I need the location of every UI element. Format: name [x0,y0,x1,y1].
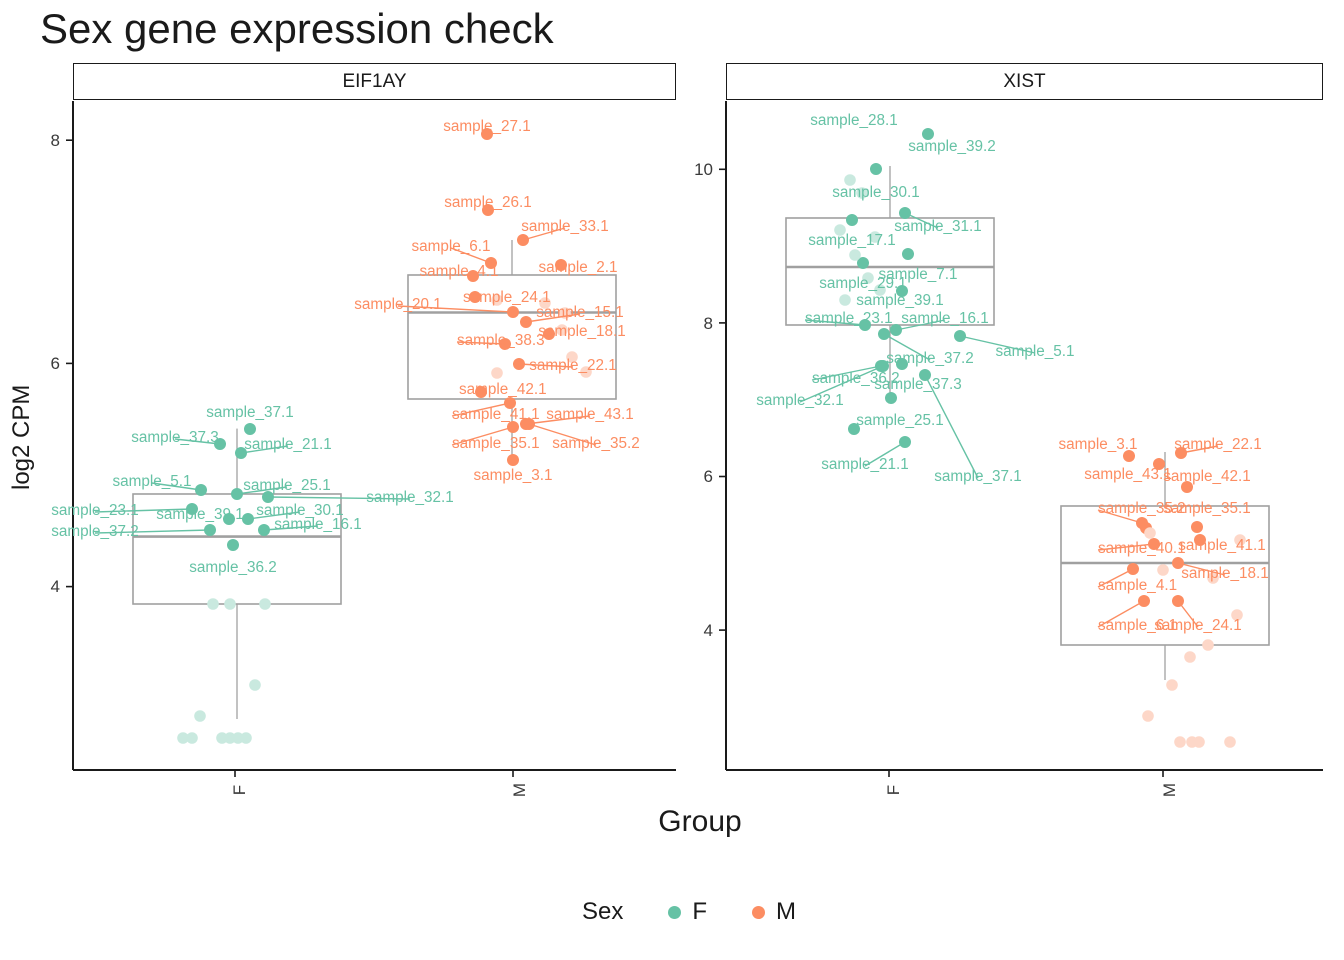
svg-text:sample_21.1: sample_21.1 [244,436,332,453]
svg-text:sample_4.1: sample_4.1 [1098,577,1177,594]
svg-text:sample_25.1: sample_25.1 [243,477,331,494]
svg-text:sample_43.1: sample_43.1 [1084,466,1172,483]
svg-text:sample_23.1: sample_23.1 [805,310,893,327]
svg-text:sample_36.2: sample_36.2 [189,559,277,576]
svg-text:sample_4.1: sample_4.1 [419,263,498,280]
svg-text:sample_22.1: sample_22.1 [529,357,617,374]
svg-text:sample_33.1: sample_33.1 [521,218,609,235]
svg-text:sample_37.2: sample_37.2 [886,350,974,367]
svg-text:sample_3.1: sample_3.1 [1058,436,1137,453]
svg-text:sample_21.1: sample_21.1 [821,456,909,473]
svg-text:sample_29.1: sample_29.1 [819,275,907,292]
svg-text:sample_5.1: sample_5.1 [112,473,191,490]
svg-text:sample_32.1: sample_32.1 [756,392,844,409]
svg-text:sample_41.1: sample_41.1 [1178,537,1266,554]
svg-text:sample_37.1: sample_37.1 [206,404,294,421]
svg-text:sample_3.1: sample_3.1 [473,467,552,484]
svg-text:sample_24.1: sample_24.1 [1154,617,1242,634]
svg-text:sample_22.1: sample_22.1 [1174,436,1262,453]
svg-text:sample_35.1: sample_35.1 [452,435,540,452]
svg-text:sample_15.1: sample_15.1 [536,304,624,321]
svg-text:sample_32.1: sample_32.1 [366,489,454,506]
svg-text:sample_6.1: sample_6.1 [411,238,490,255]
svg-text:sample_17.1: sample_17.1 [808,232,896,249]
svg-text:sample_39.1: sample_39.1 [156,506,244,523]
svg-text:sample_16.1: sample_16.1 [274,516,362,533]
svg-text:sample_27.1: sample_27.1 [443,118,531,135]
svg-text:sample_40.1: sample_40.1 [1098,540,1186,557]
svg-text:sample_23.1: sample_23.1 [51,502,139,519]
svg-text:sample_20.1: sample_20.1 [354,296,442,313]
svg-text:sample_30.1: sample_30.1 [832,184,920,201]
svg-text:sample_18.1: sample_18.1 [1181,565,1269,582]
svg-text:sample_42.1: sample_42.1 [459,381,547,398]
svg-text:sample_37.3: sample_37.3 [874,376,962,393]
svg-text:sample_5.1: sample_5.1 [995,343,1074,360]
svg-text:sample_39.2: sample_39.2 [908,138,996,155]
svg-text:sample_25.1: sample_25.1 [856,412,944,429]
svg-text:sample_35.2: sample_35.2 [552,435,640,452]
svg-text:sample_35.1: sample_35.1 [1163,500,1251,517]
svg-text:sample_28.1: sample_28.1 [810,112,898,129]
svg-text:sample_42.1: sample_42.1 [1163,468,1251,485]
svg-text:sample_37.1: sample_37.1 [934,468,1022,485]
svg-text:sample_16.1: sample_16.1 [901,310,989,327]
svg-text:sample_18.1: sample_18.1 [538,323,626,340]
svg-text:sample_37.3: sample_37.3 [131,429,219,446]
svg-text:sample_2.1: sample_2.1 [538,259,617,276]
svg-text:sample_39.1: sample_39.1 [856,292,944,309]
svg-text:sample_43.1: sample_43.1 [546,406,634,423]
svg-text:sample_37.2: sample_37.2 [51,523,139,540]
svg-text:sample_38.3: sample_38.3 [457,332,545,349]
svg-text:sample_26.1: sample_26.1 [444,194,532,211]
svg-text:sample_41.1: sample_41.1 [452,406,540,423]
svg-text:sample_31.1: sample_31.1 [894,218,982,235]
